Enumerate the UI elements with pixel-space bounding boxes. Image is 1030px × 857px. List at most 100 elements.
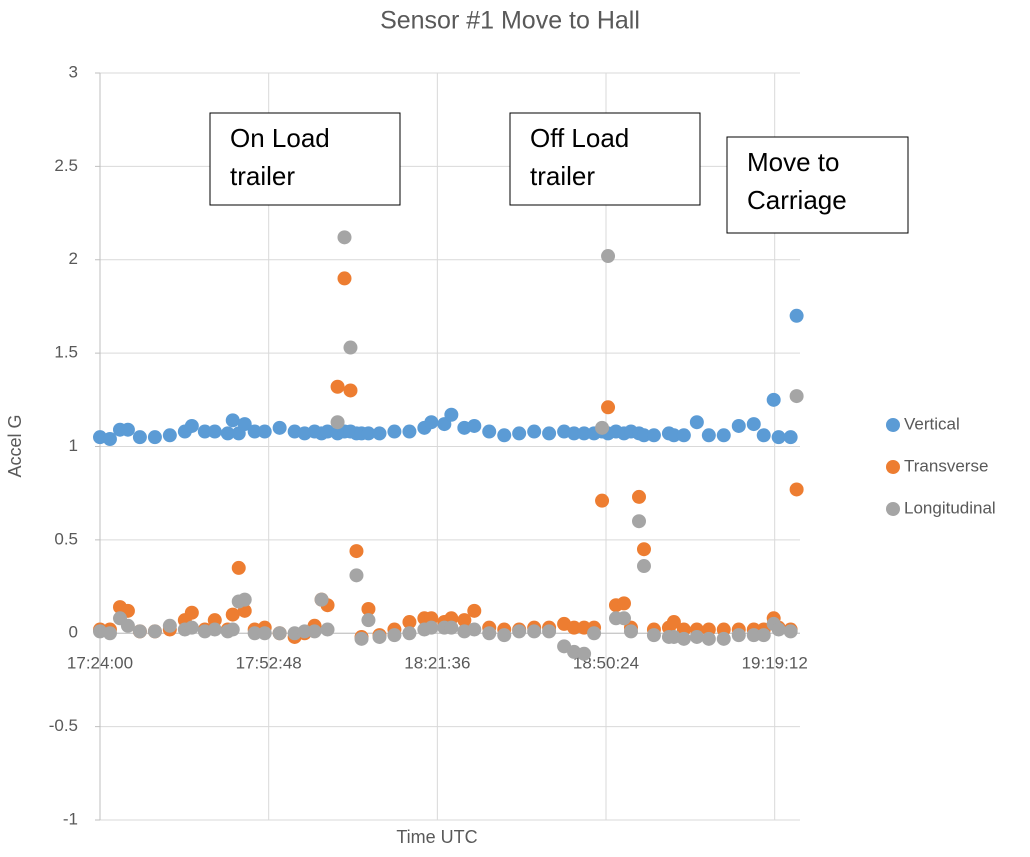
data-point bbox=[184, 605, 199, 620]
data-point bbox=[120, 422, 135, 437]
data-point bbox=[361, 601, 376, 616]
data-point bbox=[542, 426, 557, 441]
annotation-text: Move to bbox=[747, 147, 840, 177]
data-point bbox=[272, 420, 287, 435]
data-point bbox=[512, 426, 527, 441]
y-tick-label: -0.5 bbox=[49, 716, 78, 735]
y-tick-label: 0 bbox=[69, 623, 78, 642]
data-point bbox=[361, 426, 376, 441]
data-point bbox=[361, 613, 376, 628]
data-point bbox=[257, 626, 272, 641]
y-tick-label: 2 bbox=[69, 249, 78, 268]
data-point bbox=[497, 428, 512, 443]
data-point bbox=[320, 622, 335, 637]
data-point bbox=[349, 544, 364, 559]
data-point bbox=[147, 624, 162, 639]
data-point bbox=[372, 629, 387, 644]
data-point bbox=[756, 628, 771, 643]
data-point bbox=[746, 417, 761, 432]
data-point bbox=[225, 607, 240, 622]
data-point bbox=[689, 629, 704, 644]
data-point bbox=[343, 340, 358, 355]
y-tick-label: 1 bbox=[69, 436, 78, 455]
data-point bbox=[184, 418, 199, 433]
legend-label: Longitudinal bbox=[904, 498, 996, 517]
annotation-box bbox=[509, 112, 701, 206]
data-point bbox=[587, 626, 602, 641]
data-point bbox=[337, 230, 352, 245]
data-point bbox=[102, 432, 117, 447]
data-point bbox=[343, 383, 358, 398]
y-tick-label: 0.5 bbox=[54, 529, 78, 548]
data-point bbox=[771, 430, 786, 445]
x-tick-label: 17:52:48 bbox=[236, 654, 302, 673]
x-tick-label: 19:19:12 bbox=[742, 654, 808, 673]
data-point bbox=[225, 622, 240, 637]
data-point bbox=[746, 628, 761, 643]
data-point bbox=[482, 424, 497, 439]
data-point bbox=[354, 631, 369, 646]
y-tick-label: -1 bbox=[63, 809, 78, 828]
annotation-box bbox=[726, 136, 909, 234]
data-point bbox=[527, 424, 542, 439]
data-point bbox=[783, 624, 798, 639]
data-point bbox=[716, 428, 731, 443]
data-point bbox=[314, 592, 329, 607]
data-point bbox=[512, 624, 527, 639]
x-tick-label: 18:21:36 bbox=[404, 654, 470, 673]
data-point bbox=[636, 428, 651, 443]
data-point bbox=[402, 626, 417, 641]
data-point bbox=[225, 413, 240, 428]
data-point bbox=[444, 407, 459, 422]
data-point bbox=[147, 430, 162, 445]
data-point bbox=[789, 482, 804, 497]
data-point bbox=[646, 628, 661, 643]
data-point bbox=[162, 618, 177, 633]
y-tick-label: 3 bbox=[69, 62, 78, 81]
data-point bbox=[783, 430, 798, 445]
data-point bbox=[102, 626, 117, 641]
data-point bbox=[457, 613, 472, 628]
data-point bbox=[623, 624, 638, 639]
annotation-text: On Load bbox=[230, 123, 330, 153]
data-point bbox=[577, 426, 592, 441]
data-point bbox=[716, 631, 731, 646]
data-point bbox=[676, 428, 691, 443]
data-point bbox=[646, 428, 661, 443]
data-point bbox=[731, 418, 746, 433]
y-tick-label: 1.5 bbox=[54, 343, 78, 362]
data-point bbox=[307, 624, 322, 639]
data-point bbox=[424, 620, 439, 635]
data-point bbox=[207, 424, 222, 439]
data-point bbox=[601, 249, 616, 264]
data-point bbox=[497, 628, 512, 643]
data-point bbox=[132, 430, 147, 445]
data-point bbox=[636, 542, 651, 557]
data-point bbox=[444, 620, 459, 635]
data-point bbox=[330, 379, 345, 394]
data-point bbox=[616, 596, 631, 611]
data-point bbox=[601, 400, 616, 415]
data-point bbox=[632, 514, 646, 529]
data-point bbox=[542, 624, 557, 639]
data-point bbox=[467, 622, 482, 637]
data-point bbox=[387, 424, 402, 439]
x-tick-label: 18:50:24 bbox=[573, 654, 639, 673]
legend-marker bbox=[886, 418, 900, 432]
data-point bbox=[220, 426, 235, 441]
y-axis-label: Accel G bbox=[5, 414, 25, 477]
annotation-text: trailer bbox=[230, 161, 295, 191]
data-point bbox=[237, 592, 252, 607]
data-point bbox=[467, 603, 482, 618]
data-point bbox=[616, 611, 631, 626]
data-point bbox=[387, 628, 402, 643]
data-point bbox=[482, 626, 497, 641]
annotation-text: Off Load bbox=[530, 123, 629, 153]
x-axis-label: Time UTC bbox=[396, 827, 477, 847]
data-point bbox=[567, 620, 582, 635]
data-point bbox=[120, 618, 135, 633]
data-point bbox=[666, 428, 681, 443]
data-point bbox=[402, 424, 417, 439]
data-point bbox=[132, 624, 147, 639]
